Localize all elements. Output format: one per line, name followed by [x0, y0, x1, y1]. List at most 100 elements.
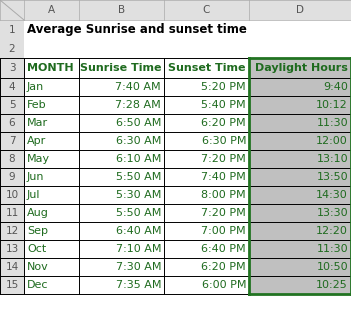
Bar — [249, 78, 351, 96]
Bar — [164, 150, 249, 168]
Bar — [79, 276, 164, 294]
Text: 1: 1 — [9, 25, 15, 35]
Text: 7:20 PM: 7:20 PM — [201, 154, 246, 164]
Bar — [164, 78, 249, 96]
Text: Sunset Time: Sunset Time — [168, 63, 246, 73]
Text: 14:30: 14:30 — [316, 190, 348, 200]
Bar — [79, 114, 164, 132]
Bar — [0, 186, 24, 204]
Bar — [79, 204, 164, 222]
Bar — [0, 150, 24, 168]
Bar — [24, 0, 79, 20]
Bar — [0, 132, 24, 150]
Bar — [79, 132, 164, 150]
Text: 13:10: 13:10 — [316, 154, 348, 164]
Bar — [164, 186, 249, 204]
Text: 8:00 PM: 8:00 PM — [201, 190, 246, 200]
Bar — [79, 40, 164, 58]
Bar — [249, 222, 351, 240]
Text: 11:30: 11:30 — [316, 118, 348, 128]
Bar — [164, 132, 249, 150]
Text: Jul: Jul — [27, 190, 40, 200]
Text: 12:20: 12:20 — [316, 226, 348, 236]
Bar — [0, 40, 24, 58]
Text: 5:20 PM: 5:20 PM — [201, 82, 246, 92]
Text: 6:30 AM: 6:30 AM — [115, 136, 161, 146]
Text: 15: 15 — [5, 280, 19, 290]
Bar — [164, 20, 249, 40]
Bar — [24, 150, 79, 168]
Bar — [24, 114, 79, 132]
Text: 3: 3 — [9, 63, 15, 73]
Text: Average Sunrise and sunset time: Average Sunrise and sunset time — [27, 24, 247, 36]
Bar — [0, 78, 24, 96]
Text: D: D — [296, 5, 304, 15]
Text: Jun: Jun — [27, 172, 45, 182]
Text: Oct: Oct — [27, 244, 46, 254]
Bar — [0, 276, 24, 294]
Bar — [79, 258, 164, 276]
Bar — [249, 0, 351, 20]
Text: 5: 5 — [9, 100, 15, 110]
Text: 6:00 PM: 6:00 PM — [201, 280, 246, 290]
Text: Dec: Dec — [27, 280, 48, 290]
Bar — [24, 96, 79, 114]
Text: Daylight Hours: Daylight Hours — [255, 63, 348, 73]
Bar — [79, 78, 164, 96]
Bar — [0, 0, 24, 20]
Bar — [24, 186, 79, 204]
Bar — [249, 240, 351, 258]
Text: 4: 4 — [9, 82, 15, 92]
Bar — [249, 276, 351, 294]
Bar — [0, 258, 24, 276]
Text: 6:20 PM: 6:20 PM — [201, 262, 246, 272]
Bar — [0, 222, 24, 240]
Bar — [79, 186, 164, 204]
Bar — [164, 276, 249, 294]
Bar — [79, 222, 164, 240]
Text: 7:00 PM: 7:00 PM — [201, 226, 246, 236]
Text: 7:40 AM: 7:40 AM — [115, 82, 161, 92]
Bar — [249, 132, 351, 150]
Bar — [24, 58, 79, 78]
Text: 11: 11 — [5, 208, 19, 218]
Bar — [79, 240, 164, 258]
Bar — [249, 96, 351, 114]
Text: 7:10 AM: 7:10 AM — [115, 244, 161, 254]
Bar — [24, 222, 79, 240]
Bar — [0, 58, 24, 78]
Text: 12: 12 — [5, 226, 19, 236]
Text: Aug: Aug — [27, 208, 49, 218]
Text: May: May — [27, 154, 50, 164]
Bar — [164, 168, 249, 186]
Text: 10: 10 — [5, 190, 19, 200]
Text: 13:30: 13:30 — [316, 208, 348, 218]
Text: 2: 2 — [9, 44, 15, 54]
Bar — [24, 168, 79, 186]
Text: 5:50 AM: 5:50 AM — [115, 172, 161, 182]
Bar — [0, 204, 24, 222]
Text: MONTH: MONTH — [27, 63, 74, 73]
Bar — [24, 258, 79, 276]
Text: 11:30: 11:30 — [316, 244, 348, 254]
Bar — [79, 58, 164, 78]
Bar — [79, 150, 164, 168]
Bar — [24, 78, 79, 96]
Text: 6:40 PM: 6:40 PM — [201, 244, 246, 254]
Text: Jan: Jan — [27, 82, 44, 92]
Bar — [79, 168, 164, 186]
Text: 6:20 PM: 6:20 PM — [201, 118, 246, 128]
Bar — [24, 204, 79, 222]
Text: 14: 14 — [5, 262, 19, 272]
Bar — [164, 114, 249, 132]
Text: 10:12: 10:12 — [316, 100, 348, 110]
Text: 9:40: 9:40 — [323, 82, 348, 92]
Bar — [24, 276, 79, 294]
Bar — [24, 20, 79, 40]
Text: 6: 6 — [9, 118, 15, 128]
Text: 6:30 PM: 6:30 PM — [201, 136, 246, 146]
Text: 12:00: 12:00 — [316, 136, 348, 146]
Text: 6:10 AM: 6:10 AM — [115, 154, 161, 164]
Bar — [249, 168, 351, 186]
Bar — [249, 204, 351, 222]
